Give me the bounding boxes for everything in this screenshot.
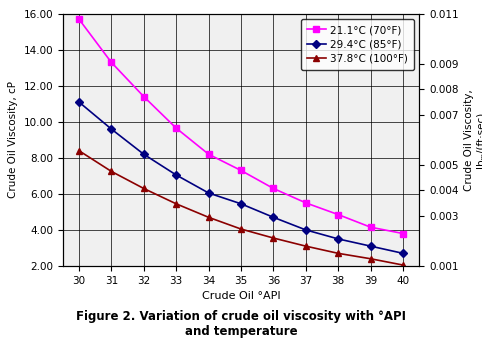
29.4°C (85°F) (108, 127, 114, 131)
37.8°C (100°F) (270, 236, 276, 240)
37.8°C (100°F) (368, 257, 374, 261)
Line: 29.4°C (85°F): 29.4°C (85°F) (76, 99, 406, 256)
29.4°C (85°F) (141, 152, 147, 156)
Line: 37.8°C (100°F): 37.8°C (100°F) (76, 148, 406, 268)
37.8°C (100°F) (206, 215, 212, 219)
37.8°C (100°F) (76, 149, 82, 153)
37.8°C (100°F) (303, 244, 309, 248)
Legend: 21.1°C (70°F), 29.4°C (85°F), 37.8°C (100°F): 21.1°C (70°F), 29.4°C (85°F), 37.8°C (10… (301, 19, 414, 70)
37.8°C (100°F) (238, 227, 244, 231)
Line: 21.1°C (70°F): 21.1°C (70°F) (76, 16, 406, 236)
37.8°C (100°F) (108, 169, 114, 174)
37.8°C (100°F) (141, 187, 147, 191)
29.4°C (85°F) (335, 237, 341, 241)
21.1°C (70°F) (206, 152, 212, 156)
Y-axis label: Crude Oil Viscosity,
lbₘ/(ft·sec): Crude Oil Viscosity, lbₘ/(ft·sec) (464, 89, 482, 191)
21.1°C (70°F) (368, 225, 374, 229)
21.1°C (70°F) (400, 232, 406, 236)
21.1°C (70°F) (270, 187, 276, 191)
37.8°C (100°F) (335, 251, 341, 255)
29.4°C (85°F) (76, 100, 82, 104)
29.4°C (85°F) (400, 251, 406, 255)
21.1°C (70°F) (76, 17, 82, 21)
21.1°C (70°F) (141, 94, 147, 99)
37.8°C (100°F) (173, 202, 179, 206)
21.1°C (70°F) (238, 168, 244, 173)
21.1°C (70°F) (108, 60, 114, 64)
29.4°C (85°F) (270, 215, 276, 219)
Text: Figure 2. Variation of crude oil viscosity with °API
and temperature: Figure 2. Variation of crude oil viscosi… (76, 310, 406, 338)
29.4°C (85°F) (173, 173, 179, 177)
29.4°C (85°F) (303, 228, 309, 232)
29.4°C (85°F) (368, 244, 374, 248)
29.4°C (85°F) (206, 191, 212, 195)
21.1°C (70°F) (303, 201, 309, 205)
37.8°C (100°F) (400, 263, 406, 267)
Y-axis label: Crude Oil Viscosity, cP: Crude Oil Viscosity, cP (8, 81, 18, 198)
21.1°C (70°F) (335, 212, 341, 217)
X-axis label: Crude Oil °API: Crude Oil °API (201, 291, 281, 301)
29.4°C (85°F) (238, 202, 244, 206)
21.1°C (70°F) (173, 126, 179, 130)
